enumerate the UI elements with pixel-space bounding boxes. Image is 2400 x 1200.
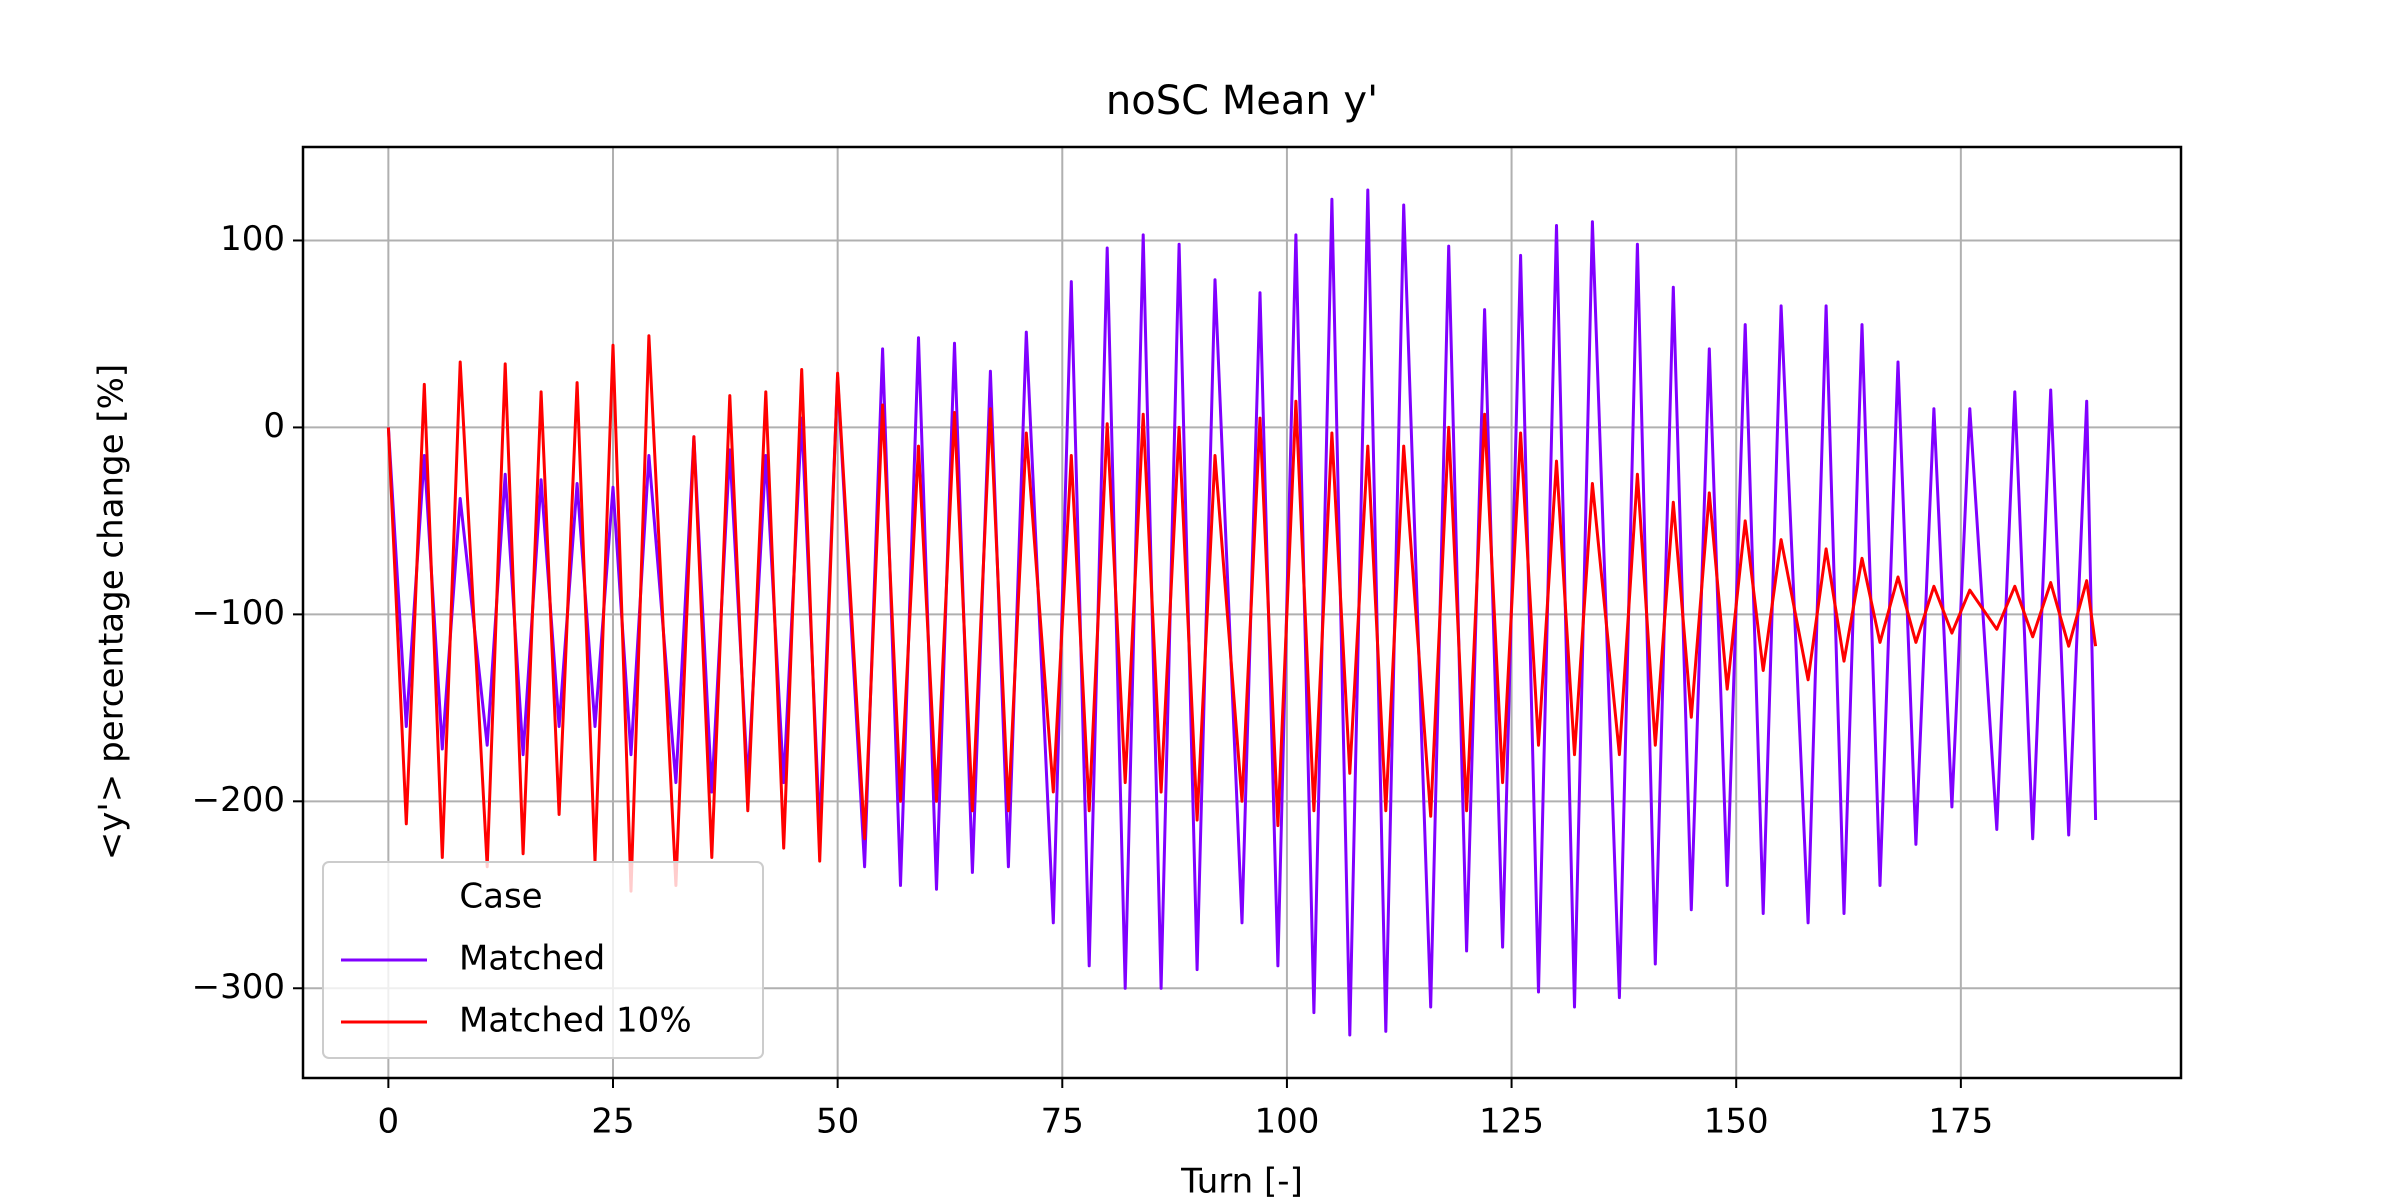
x-tick-label: 150 — [1704, 1102, 1769, 1142]
data-line — [386, 334, 2098, 893]
x-tick-label: 100 — [1254, 1102, 1319, 1142]
x-tick-label: 0 — [378, 1102, 400, 1142]
chart-title: noSC Mean y' — [1106, 78, 1378, 124]
y-tick-label: −100 — [192, 593, 285, 633]
legend-label: Matched — [459, 939, 605, 979]
plot-frame — [301, 145, 2183, 1080]
legend-label: Matched 10% — [459, 1001, 692, 1041]
y-axis-label: <y'> percentage change [%] — [92, 364, 132, 860]
y-tick-label: −300 — [192, 967, 285, 1007]
x-tick-label: 25 — [591, 1102, 634, 1142]
x-tick-label: 125 — [1479, 1102, 1544, 1142]
y-tick-label: 0 — [263, 406, 285, 446]
x-tick-label: 175 — [1928, 1102, 1993, 1142]
legend: Case Matched Matched 10% — [322, 861, 764, 1059]
legend-title: Case — [459, 877, 542, 917]
y-tick-label: 100 — [220, 219, 285, 259]
x-tick-label: 50 — [816, 1102, 859, 1142]
x-axis-label: Turn [-] — [1180, 1162, 1303, 1200]
y-tick-label: −200 — [192, 780, 285, 820]
legend-box — [322, 861, 764, 1059]
x-tick-label: 75 — [1041, 1102, 1084, 1142]
